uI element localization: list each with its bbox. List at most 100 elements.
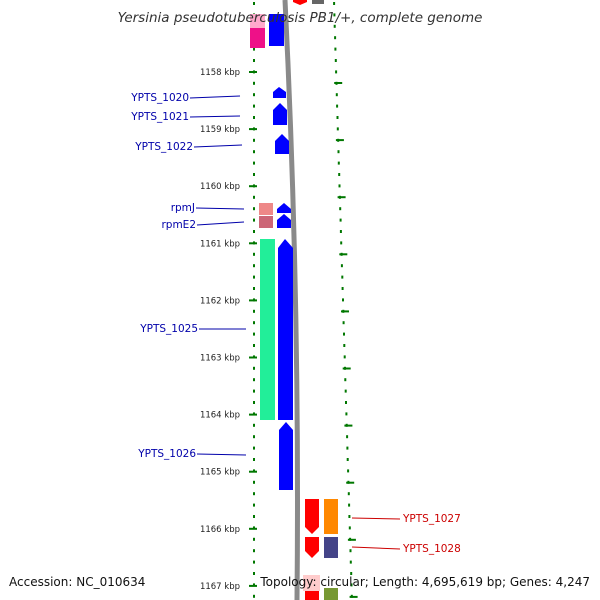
gene-label[interactable]: YPTS_1028 [402, 543, 461, 555]
reverse-gene-top[interactable] [293, 0, 307, 5]
gene-label[interactable]: YPTS_1027 [402, 513, 461, 525]
scale-dot [253, 2, 255, 5]
gene-YPTS_1020[interactable] [273, 87, 286, 98]
leader-line-YPTS_1020 [189, 95, 241, 99]
gene-label[interactable]: YPTS_1025 [139, 323, 198, 335]
scale-dot [335, 70, 338, 74]
scale-dot [337, 161, 340, 165]
scale-dot [253, 446, 255, 450]
leader-line-YPTS_1027 [351, 517, 401, 520]
leader-line-rpmJ [195, 207, 245, 210]
axis-tick-label: 1164 kbp [200, 411, 240, 421]
scale-dot [342, 321, 345, 325]
scale-dot [342, 298, 344, 302]
scale-dot [340, 264, 343, 268]
scale-dot [345, 412, 348, 416]
axis-tick [249, 128, 257, 131]
axis-tick-label: 1160 kbp [200, 182, 240, 192]
accession-text: Accession: NC_010634 [9, 575, 146, 589]
gene-YPTS_1026[interactable] [279, 422, 293, 490]
scale-dot [253, 423, 255, 427]
scale-dot [253, 515, 255, 518]
scale-dot [253, 572, 255, 575]
scale-dot [253, 401, 255, 404]
olive-feature-bottom[interactable] [324, 588, 338, 600]
gene-YPTS_1028[interactable] [305, 537, 319, 558]
axis-tick [249, 71, 257, 73]
gene-label[interactable]: rpmE2 [161, 219, 196, 231]
genome-summary-text: Topology: circular; Length: 4,695,619 bp… [260, 575, 590, 589]
pink-feature-bottom[interactable] [303, 575, 320, 591]
scale-dot [336, 104, 339, 108]
scale-dot [347, 492, 350, 496]
scale-dot [333, 24, 336, 28]
axis-tick [249, 527, 257, 530]
feature-YPTS_1027[interactable] [324, 499, 338, 534]
scale-dot [253, 435, 255, 439]
axis-tick [337, 196, 346, 199]
leader-line-YPTS_1028 [351, 546, 401, 550]
scale-dot [347, 469, 350, 473]
grey-feature-top[interactable] [312, 0, 324, 4]
feature-rpmE2[interactable] [259, 216, 273, 228]
scale-dot [346, 458, 349, 461]
scale-dot [253, 492, 255, 496]
scale-dot [253, 309, 255, 313]
scale-dot [341, 275, 344, 279]
gene-label[interactable]: rpmJ [171, 202, 195, 214]
scale-dot [253, 537, 255, 541]
gene-label[interactable]: YPTS_1021 [130, 111, 189, 123]
scale-dot [348, 515, 351, 518]
feature-YPTS_1028[interactable] [324, 537, 338, 558]
scale-dot [253, 173, 255, 176]
scale-dot [334, 47, 337, 51]
gene-labels: YPTS_1020 YPTS_1021 YPTS_1022 rpmJ rpmE2… [130, 92, 461, 555]
axis-tick-label: 1166 kbp [200, 525, 240, 535]
scale-dot [253, 344, 255, 347]
axis-tick-label: 1158 kbp [200, 68, 240, 78]
scale-dot [253, 264, 255, 268]
scale-dot [253, 150, 255, 154]
scale-dot [253, 59, 255, 62]
gene-label[interactable]: YPTS_1026 [137, 448, 196, 460]
gene-YPTS_1021[interactable] [273, 103, 287, 125]
scale-dot [343, 332, 345, 336]
feature-rpmJ[interactable] [259, 203, 273, 215]
feature-tracks [250, 0, 338, 600]
scale-dot [253, 480, 255, 484]
scale-dot [343, 344, 346, 347]
scale-dot [253, 138, 255, 142]
blue-feature-top[interactable] [269, 14, 284, 46]
axis-tick-label: 1163 kbp [200, 354, 240, 364]
axis-tick-labels: 1158 kbp 1159 kbp 1160 kbp 1161 kbp 1162 kbp… [200, 68, 358, 598]
scale-dot [348, 526, 351, 530]
feature-YPTS_1025[interactable] [260, 239, 275, 420]
axis-tick [249, 413, 257, 416]
axis-tick [249, 185, 257, 188]
gene-label[interactable]: YPTS_1020 [130, 92, 189, 104]
gene-YPTS_1027[interactable] [305, 499, 319, 534]
page-title: Yersinia pseudotuberculosis PB1/+, compl… [117, 10, 483, 26]
leader-line-rpmE2 [196, 221, 245, 226]
pink-feature-top[interactable] [250, 14, 265, 28]
scale-dot [341, 287, 344, 290]
axis-tick-label: 1162 kbp [200, 296, 240, 306]
axis-tick [249, 470, 257, 473]
scale-dot [253, 321, 255, 325]
scale-dot [346, 435, 349, 439]
scale-dot [253, 549, 255, 553]
gene-rpmE2[interactable] [277, 214, 291, 228]
scale-dot [253, 218, 255, 222]
scale-dot [253, 503, 255, 507]
scale-dot [253, 161, 255, 165]
axis-tick [347, 538, 356, 541]
gene-YPTS_1025[interactable] [278, 239, 293, 420]
gene-YPTS_1022[interactable] [275, 134, 289, 154]
axis-tick [342, 367, 351, 370]
scale-dot [344, 378, 347, 382]
gene-label[interactable]: YPTS_1022 [134, 141, 193, 153]
axis-tick [339, 253, 348, 256]
scale-dot [253, 252, 255, 256]
scale-dot [334, 36, 337, 40]
gene-rpmJ[interactable] [277, 203, 291, 213]
